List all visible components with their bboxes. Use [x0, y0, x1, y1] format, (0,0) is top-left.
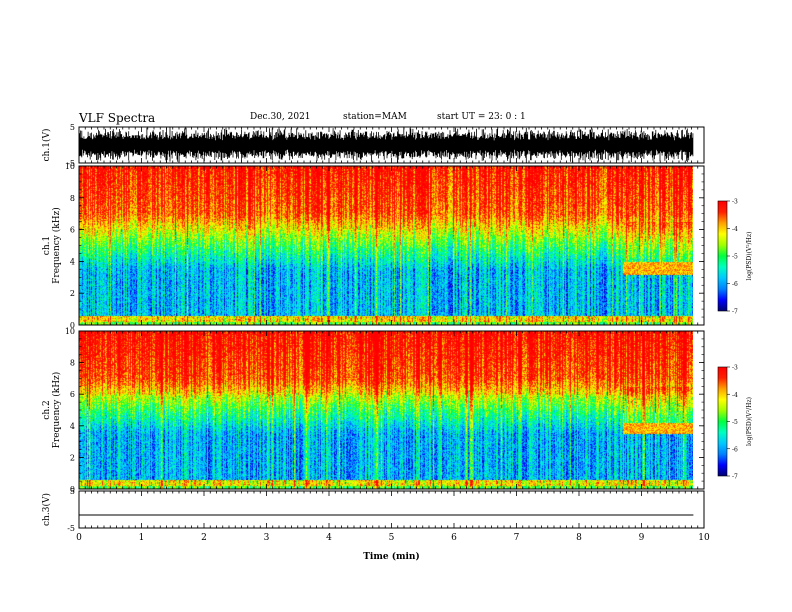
ch3-waveform-ylabel: ch.3(V): [41, 493, 52, 526]
colorbar-tick-label: -7: [732, 474, 738, 481]
colorbar-tick-label: -6: [732, 446, 738, 453]
x-tick-label: 5: [389, 533, 395, 543]
ch1-waveform-ylabel: ch.1(V): [41, 129, 52, 162]
ch3-waveform-frame: [78, 490, 705, 529]
x-tick-label: 7: [514, 533, 520, 543]
x-tick-label: 3: [264, 533, 270, 543]
y-tick-label: 2: [70, 453, 75, 462]
x-tick-label: 0: [76, 533, 82, 543]
y-tick-label: 0: [70, 485, 75, 494]
y-tick-label: 4: [70, 422, 75, 431]
y-tick-label: 8: [70, 194, 75, 203]
y-tick-label: 5: [70, 487, 75, 496]
colorbar-tick-label: -5: [732, 419, 738, 426]
ch1-spectrogram-colorbar: [717, 200, 728, 312]
colorbar-tick-label: -4: [732, 226, 738, 233]
station-label: station=MAM: [343, 112, 407, 122]
y-tick-label: 6: [70, 390, 75, 399]
colorbar-tick-label: -7: [732, 309, 738, 316]
ch2-spectrogram-ylabel: ch.2: [42, 400, 52, 419]
ch1-spectrogram-ylabel: Frequency (kHz): [51, 207, 62, 284]
colorbar-tick-label: -5: [732, 254, 738, 261]
ch2-spectrogram-ylabel: Frequency (kHz): [51, 372, 62, 449]
x-tick-label: 9: [639, 533, 645, 543]
x-tick-label: 6: [451, 533, 457, 543]
ch1-spectrogram-image: [79, 166, 693, 325]
colorbar-tick-label: -4: [732, 392, 738, 399]
x-tick-label: 10: [698, 533, 710, 543]
ch2-spectrogram-colorbar: [717, 366, 728, 477]
y-tick-label: 2: [70, 289, 75, 298]
y-tick-label: 4: [70, 257, 75, 266]
x-tick-label: 2: [201, 533, 207, 543]
x-tick-label: 8: [576, 533, 582, 543]
y-tick-label: -5: [67, 524, 75, 533]
y-tick-label: 5: [70, 123, 75, 132]
y-tick-label: 0: [70, 321, 75, 330]
x-tick-label: 1: [139, 533, 145, 543]
y-tick-label: -5: [67, 159, 75, 168]
y-tick-label: 10: [65, 327, 75, 336]
colorbar-tick-label: -3: [732, 365, 738, 372]
chart-title: VLF Spectra: [79, 111, 156, 125]
ch1-spectrogram-colorbar-label: log(PSD)(V²/Hz): [746, 232, 753, 281]
y-tick-label: 6: [70, 226, 75, 235]
colorbar-tick-label: -6: [732, 281, 738, 288]
date-label: Dec.30, 2021: [250, 112, 311, 122]
ch2-spectrogram-colorbar-label: log(PSD)(V²/Hz): [746, 397, 753, 446]
ch1-waveform-trace: [78, 127, 694, 163]
ch2-spectrogram-image: [79, 331, 693, 489]
start-time-label: start UT = 23: 0 : 1: [437, 112, 526, 122]
y-tick-label: 8: [70, 359, 75, 368]
colorbar-tick-label: -3: [732, 199, 738, 206]
x-tick-label: 4: [326, 533, 332, 543]
x-axis-label: Time (min): [363, 551, 420, 562]
y-tick-label: 10: [65, 162, 75, 171]
ch1-spectrogram-ylabel: ch.1: [42, 236, 52, 255]
